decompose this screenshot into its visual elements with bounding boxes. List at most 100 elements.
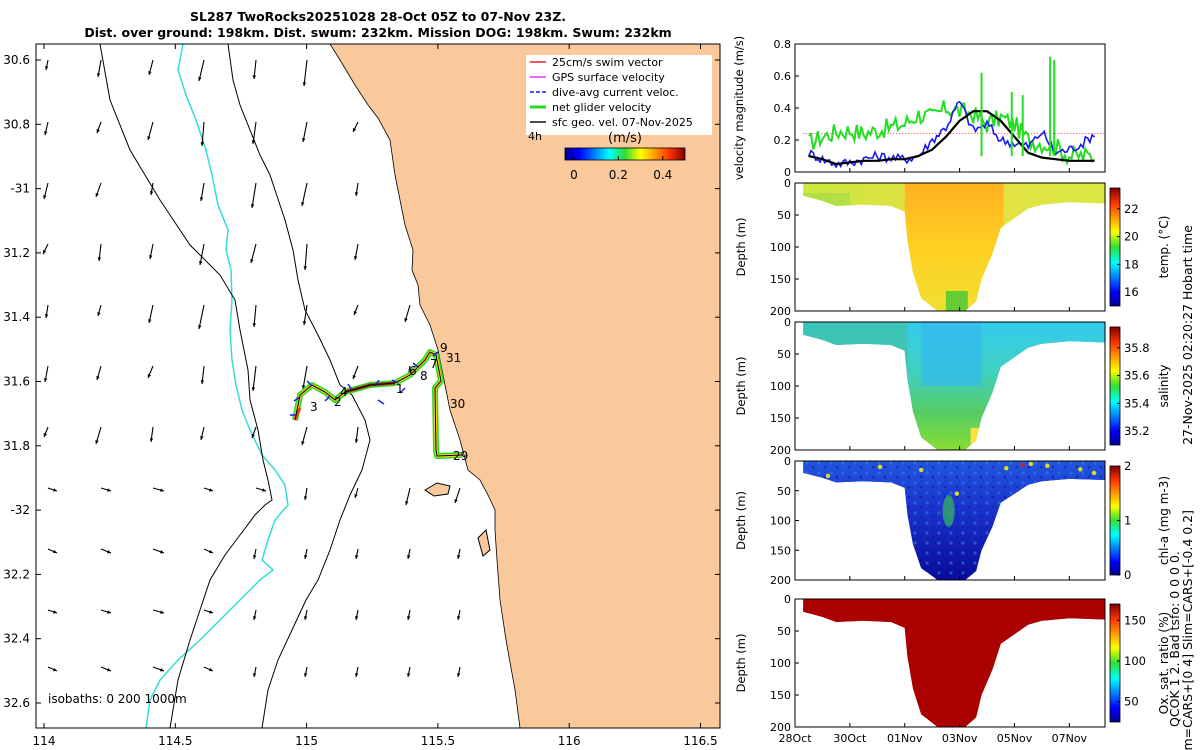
map-frame [35, 43, 721, 729]
geo-velocity-arrow [407, 609, 411, 621]
track-label-30: 30 [450, 397, 465, 411]
arrow-head [405, 501, 409, 505]
geo-velocity-arrow [352, 365, 359, 380]
arrow-shaft [252, 121, 257, 145]
section-y-tick-label: 100 [770, 380, 791, 393]
figure-title-line1: SL287 TwoRocks20251028 28-Oct 05Z to 07-… [190, 9, 566, 24]
arrow-head [96, 73, 101, 77]
arrow-head [304, 673, 308, 677]
map-colorbar: (m/s) 0 0.2 0.4 [564, 131, 686, 182]
geo-velocity-arrow [47, 487, 58, 492]
map-legend: 25cm/s swim vector GPS surface velocity di… [526, 55, 712, 143]
geo-velocity-arrow [147, 121, 154, 141]
geo-velocity-arrow [100, 548, 112, 554]
arrow-head [251, 387, 256, 391]
track-label-4: 4 [340, 385, 348, 399]
geo-velocity-arrow [252, 304, 257, 328]
geo-velocity-arrow [457, 666, 461, 678]
legend-label: dive-avg current veloc. [552, 86, 679, 99]
arrow-head [97, 257, 102, 261]
arrow-head [160, 550, 164, 554]
arrow-head [302, 82, 307, 86]
section-y-tick-label: 50 [777, 485, 791, 498]
geo-velocity-arrow [152, 548, 165, 554]
arrow-shaft [301, 182, 308, 207]
geo-velocity-arrow [200, 121, 205, 147]
geo-velocity-arrow [354, 487, 359, 499]
arrow-head [301, 202, 305, 206]
arrow-head [301, 385, 306, 389]
geo-velocity-arrow [301, 426, 308, 446]
arrow-head [53, 549, 57, 554]
geo-velocity-arrow [97, 304, 102, 317]
map-y-tick-label: 31.6 [3, 375, 30, 389]
geo-velocity-arrow [301, 182, 308, 207]
arrow-head [262, 488, 266, 492]
arrow-head [53, 610, 57, 614]
map-x-tick-label: 115.5 [421, 734, 455, 748]
arrow-shaft [201, 121, 205, 147]
track-label-31: 31 [446, 351, 461, 365]
section-spot [954, 491, 960, 496]
geo-velocity-arrow [352, 121, 359, 133]
map-x-tick-label: 114.5 [158, 734, 192, 748]
geo-velocity-arrow [251, 365, 257, 392]
section-spot [825, 473, 831, 479]
arrow-head [160, 610, 164, 614]
map-island-small [477, 528, 491, 557]
arrow-head [355, 673, 359, 677]
velocity-chart: 0 0.2 0.4 0.6 0.8 velocity magnitude (m/s) [732, 36, 1106, 180]
map-island [424, 482, 451, 497]
arrow-head [209, 667, 213, 672]
map-y-tick-label: 31.2 [3, 246, 30, 260]
section-colorbar-tick-label: 16 [1124, 285, 1139, 299]
section-y-tick-label: 150 [770, 273, 791, 286]
arrow-shaft [302, 365, 308, 390]
geo-velocity-arrow [251, 121, 257, 145]
arrow-shaft [303, 59, 308, 87]
geo-velocity-arrow [303, 487, 308, 501]
geo-velocity-arrow [148, 59, 154, 76]
isobath-1000m [99, 44, 273, 728]
geo-velocity-arrow [353, 304, 359, 316]
arrow-head [199, 197, 204, 201]
arrow-head [200, 142, 205, 146]
section-y-tick-label: 150 [770, 689, 791, 702]
geo-velocity-arrow [253, 609, 257, 621]
section-y-tick-label: 0 [784, 177, 791, 190]
geo-velocity-arrow [250, 243, 257, 264]
geo-velocity-arrow [95, 426, 102, 445]
section-y-tick-label: 0 [784, 593, 791, 606]
dive-avg-vector [374, 379, 380, 387]
arrow-head [250, 259, 254, 263]
map-colorbar-scale [564, 147, 686, 161]
geo-velocity-arrow [43, 426, 49, 438]
arrow-head [253, 616, 257, 620]
section-y-tick-label: 0 [784, 316, 791, 329]
arrow-head [209, 488, 213, 492]
geo-velocity-arrow [100, 487, 112, 492]
section-patch [942, 494, 955, 527]
velocity-series-line-2 [808, 110, 1095, 166]
section-patch [945, 291, 968, 311]
dive-avg-vector [324, 395, 331, 402]
geo-velocity-arrow [152, 609, 165, 614]
track-label-7: 7 [430, 357, 438, 371]
arrow-head [209, 549, 213, 554]
section-y-tick-label: 50 [777, 209, 791, 222]
section-y-tick-label: 200 [770, 444, 791, 457]
geo-velocity-arrow [100, 666, 112, 672]
geo-velocity-arrow [407, 548, 411, 560]
section-y-tick-label: 100 [770, 241, 791, 254]
geo-velocity-arrow [454, 487, 461, 504]
geo-velocity-arrow [200, 365, 205, 385]
geo-velocity-arrow [354, 426, 359, 444]
geo-velocity-arrow [47, 666, 58, 672]
arrow-head [352, 375, 356, 379]
section-colorbar-label: salinity [1157, 364, 1171, 407]
geo-velocity-arrow [147, 365, 154, 379]
geo-velocity-arrow [302, 304, 308, 326]
time-x-tick-label: 05Nov [997, 732, 1033, 745]
geo-velocity-arrow [43, 182, 49, 200]
